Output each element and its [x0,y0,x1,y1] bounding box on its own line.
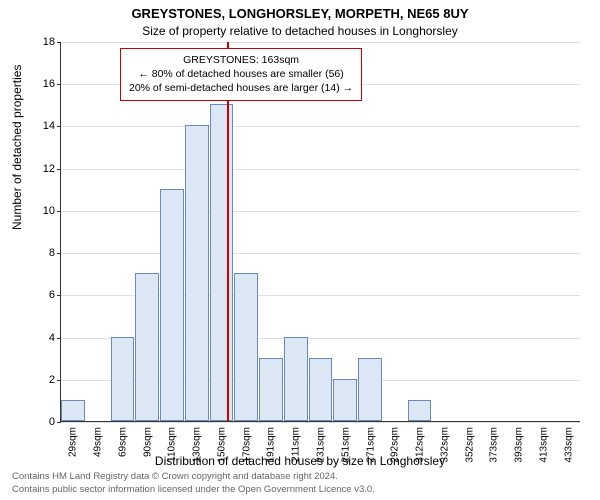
footer-attribution: Contains HM Land Registry data © Crown c… [12,471,588,496]
gridline [61,126,580,127]
ytick-mark [57,84,61,85]
ytick-label: 18 [25,36,55,48]
xtick-label: 29sqm [68,427,79,457]
ytick-mark [57,169,61,170]
histogram-bar [185,125,209,421]
ytick-mark [57,211,61,212]
ytick-label: 0 [25,416,55,428]
footer-line2: Contains public sector information licen… [12,484,588,496]
ytick-mark [57,380,61,381]
xtick-label: 90sqm [142,427,153,457]
histogram-bar [284,337,308,421]
histogram-bar [61,400,85,421]
histogram-bar [135,273,159,421]
x-axis-label: Distribution of detached houses by size … [0,454,600,468]
histogram-bar [259,358,283,421]
chart-title: GREYSTONES, LONGHORSLEY, MORPETH, NE65 8… [0,6,600,21]
histogram-bar [358,358,382,421]
histogram-bar [160,189,184,421]
histogram-bar [408,400,432,421]
ytick-label: 12 [25,163,55,175]
ytick-label: 4 [25,332,55,344]
ytick-mark [57,338,61,339]
ytick-label: 8 [25,247,55,259]
annotation-line3: 20% of semi-detached houses are larger (… [129,81,353,95]
y-axis-label: Number of detached properties [10,65,24,230]
ytick-mark [57,126,61,127]
ytick-mark [57,253,61,254]
histogram-bar [309,358,333,421]
histogram-bar [210,104,234,421]
ytick-mark [57,422,61,423]
gridline [61,422,580,423]
gridline [61,169,580,170]
reference-annotation: GREYSTONES: 163sqm ← 80% of detached hou… [120,48,362,101]
ytick-label: 14 [25,120,55,132]
ytick-label: 2 [25,374,55,386]
histogram-bar [333,379,357,421]
xtick-label: 49sqm [93,427,104,457]
gridline [61,253,580,254]
xtick-label: 69sqm [117,427,128,457]
annotation-line1: GREYSTONES: 163sqm [129,53,353,67]
ytick-mark [57,295,61,296]
histogram-bar [111,337,135,421]
annotation-line2: ← 80% of detached houses are smaller (56… [129,67,353,81]
ytick-label: 10 [25,205,55,217]
gridline [61,211,580,212]
histogram-bar [234,273,258,421]
ytick-label: 16 [25,78,55,90]
ytick-label: 6 [25,289,55,301]
gridline [61,42,580,43]
footer-line1: Contains HM Land Registry data © Crown c… [12,471,588,483]
chart-plot-area: 02468101214161829sqm49sqm69sqm90sqm110sq… [60,42,580,422]
chart-subtitle: Size of property relative to detached ho… [0,24,600,38]
ytick-mark [57,42,61,43]
